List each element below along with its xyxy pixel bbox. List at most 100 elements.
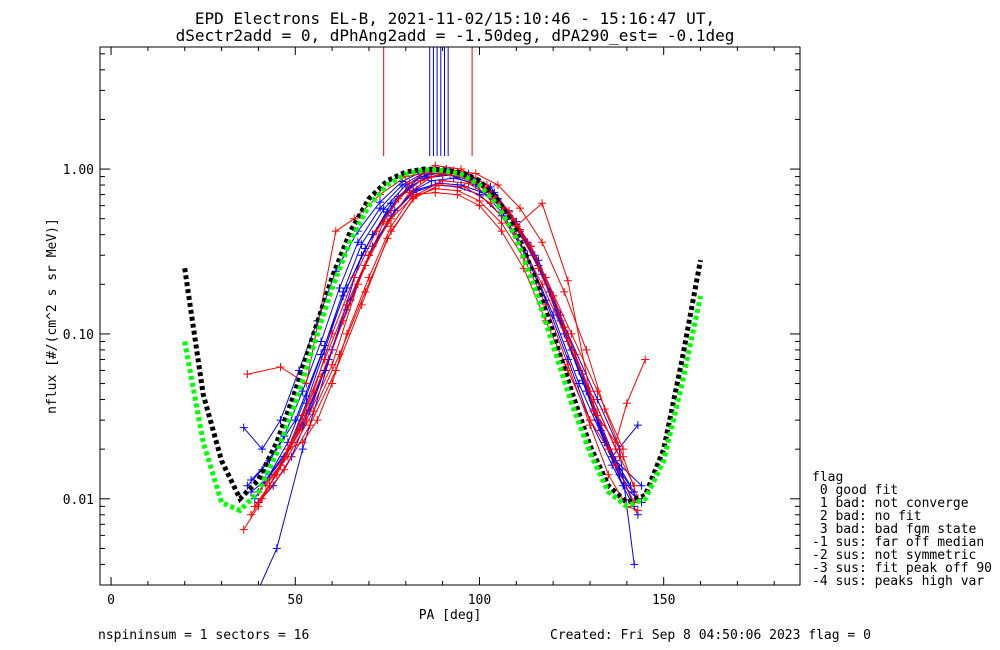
data-point: [453, 190, 462, 199]
data-point: [457, 165, 466, 174]
x-tick-label: 0: [107, 593, 115, 608]
data-point: [527, 242, 536, 251]
data-point: [563, 276, 572, 285]
data-point: [239, 423, 248, 432]
series-line: [259, 170, 635, 585]
data-point: [604, 445, 613, 454]
data-point: [538, 199, 547, 208]
data-point: [416, 176, 425, 185]
data-point: [331, 366, 340, 375]
data-point: [593, 411, 602, 420]
data-point: [247, 476, 256, 485]
data-point: [615, 452, 624, 461]
data-point: [258, 494, 267, 503]
data-point: [276, 363, 285, 372]
data-point: [317, 372, 326, 381]
data-point: [560, 287, 569, 296]
data-point: [342, 283, 351, 292]
data-point: [353, 280, 362, 289]
y-tick-label: 1.00: [63, 163, 94, 178]
data-point: [604, 470, 613, 479]
data-point: [357, 240, 366, 249]
data-point: [593, 387, 602, 396]
x-tick-label: 50: [287, 593, 303, 608]
x-tick-label: 150: [652, 593, 675, 608]
legend-item: 1 bad: not converge: [812, 496, 969, 511]
footer-left: nspininsum = 1 sectors = 16: [98, 628, 309, 643]
data-point: [438, 176, 447, 185]
data-point: [283, 452, 292, 461]
data-point: [582, 345, 591, 354]
series-line: [258, 184, 639, 516]
data-point: [538, 238, 547, 247]
data-point: [387, 227, 396, 236]
legend-item: -4 sus: peaks high var: [812, 574, 984, 589]
data-point: [298, 445, 307, 454]
data-point: [335, 283, 344, 292]
data-point: [600, 405, 609, 414]
data-point: [409, 194, 418, 203]
legend-item: -1 sus: far off median: [812, 535, 984, 550]
data-point: [309, 407, 318, 416]
data-point: [641, 355, 650, 364]
data-point: [335, 350, 344, 359]
data-point: [379, 217, 388, 226]
data-point: [247, 510, 256, 519]
data-point: [497, 219, 506, 228]
data-point: [633, 421, 642, 430]
data-point: [376, 198, 384, 207]
data-point: [405, 188, 414, 197]
data-point: [622, 399, 631, 408]
data-point: [460, 182, 469, 191]
data-point: [471, 169, 480, 178]
data-point: [272, 544, 281, 553]
data-point: [350, 273, 359, 282]
data-point: [368, 230, 377, 239]
data-point: [243, 370, 252, 379]
data-point: [276, 461, 285, 470]
legend-item: 3 bad: bad fgm state: [812, 522, 977, 537]
legend-item: 0 good fit: [812, 483, 898, 498]
data-point: [497, 227, 506, 236]
data-point: [372, 227, 381, 236]
data-point: [493, 181, 502, 190]
data-point: [589, 395, 598, 404]
series-line: [250, 174, 631, 486]
fit-curve: [182, 167, 703, 514]
data-point: [302, 379, 311, 388]
y-axis-label: nflux [#/(cm^2 s sr MeV)]: [45, 218, 60, 414]
legend-item: 2 bad: no fit: [812, 509, 922, 524]
data-point: [405, 179, 414, 188]
data-point: [250, 502, 259, 511]
legend-title: flag: [812, 470, 843, 485]
data-point: [239, 525, 248, 534]
chart-title-line1: EPD Electrons EL-B, 2021-11-02/15:10:46 …: [195, 9, 715, 28]
data-point: [357, 300, 366, 309]
data-point: [280, 465, 289, 474]
data-point: [291, 416, 300, 425]
data-point: [630, 560, 639, 569]
footer-right: Created: Fri Sep 8 04:50:06 2023 flag = …: [550, 628, 871, 643]
data-layer: [182, 47, 703, 585]
flag-legend: flag 0 good fit 1 bad: not converge 2 ba…: [812, 470, 992, 589]
data-point: [317, 337, 326, 346]
data-point: [313, 416, 322, 425]
data-point: [541, 273, 550, 282]
data-point: [633, 506, 642, 515]
data-point: [353, 238, 362, 247]
data-point: [630, 481, 639, 490]
data-point: [258, 445, 267, 454]
y-tick-label: 0.10: [63, 328, 94, 343]
data-point: [637, 481, 646, 490]
data-point: [317, 350, 326, 359]
series-line: [258, 165, 635, 493]
data-point: [611, 461, 620, 470]
axes-layer: 0 50 100 150 0.01 0.10 1.00: [63, 47, 800, 608]
legend-item: -3 sus: fit peak off 90: [812, 561, 992, 576]
plot-frame: [99, 46, 801, 586]
data-point: [586, 416, 594, 425]
series-line: [250, 174, 639, 500]
chart-title-line2: dSectr2add = 0, dPhAng2add = -1.50deg, d…: [176, 26, 735, 45]
data-point: [567, 329, 576, 338]
